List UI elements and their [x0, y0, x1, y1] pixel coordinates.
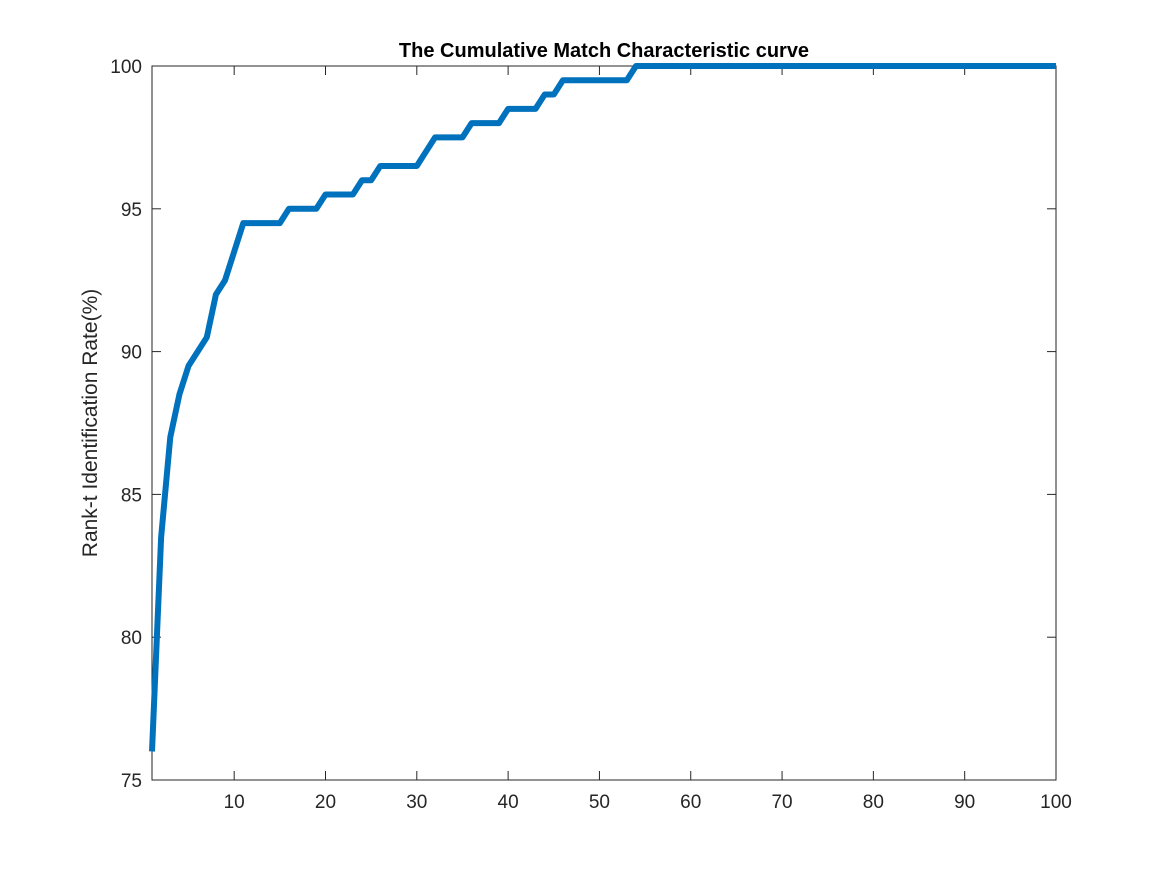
- x-tick-label: 100: [1040, 792, 1072, 813]
- plot-area-frame: [151, 65, 1057, 781]
- series-layer: [149, 63, 1056, 752]
- x-tick-label: 60: [680, 792, 701, 813]
- x-tick-label: 10: [224, 792, 245, 813]
- y-tick-label: 85: [121, 485, 142, 506]
- x-tick-label: 70: [771, 792, 792, 813]
- x-tick-label: 20: [315, 792, 336, 813]
- x-tick-label: 80: [863, 792, 884, 813]
- y-tick-label: 80: [121, 628, 142, 649]
- y-axis-label: Rank-t Identification Rate(%): [79, 289, 102, 557]
- y-tick-label: 95: [121, 200, 142, 221]
- ticks-layer: 10 20 30 40 50 60 70 80 90 100 75 80 85 90 95 100: [110, 57, 1072, 813]
- y-tick-label: 75: [121, 771, 142, 792]
- x-tick-label: 90: [954, 792, 975, 813]
- x-tick-label: 30: [406, 792, 427, 813]
- y-tick-label: 100: [110, 57, 142, 78]
- x-tick-label: 40: [498, 792, 519, 813]
- cmc-series-line: [149, 63, 1056, 752]
- x-tick-label: 50: [589, 792, 610, 813]
- y-tick-label: 90: [121, 343, 142, 364]
- chart-title: The Cumulative Match Characteristic curv…: [399, 40, 809, 62]
